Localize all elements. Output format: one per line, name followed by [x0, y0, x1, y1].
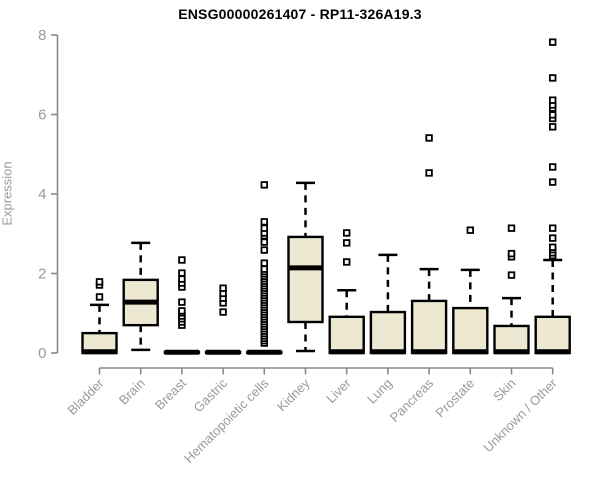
box-rect — [369, 310, 407, 355]
y-tick-label: 4 — [38, 186, 46, 203]
box-prostate — [452, 226, 489, 355]
x-tick-label: Skin — [490, 376, 518, 404]
outlier-point — [425, 169, 433, 177]
outlier-point — [549, 38, 557, 46]
outlier-point — [260, 238, 268, 246]
outlier-point — [549, 96, 557, 104]
y-tick-label: 8 — [38, 27, 46, 44]
outlier-point — [178, 269, 186, 277]
outlier-point — [342, 229, 351, 237]
outlier-point — [178, 275, 186, 283]
box-breast — [163, 256, 201, 355]
box-pancreas — [410, 134, 448, 355]
y-tick-label: 0 — [38, 345, 46, 362]
box-gastric — [204, 284, 242, 355]
outlier-point — [219, 284, 227, 292]
x-tick-label: Kidney — [274, 375, 313, 414]
outlier-point — [466, 226, 474, 234]
box-rect — [410, 299, 448, 355]
box-hematopoietic-cells — [246, 181, 283, 355]
outlier-point — [342, 239, 351, 247]
x-tick-label: Bladder — [64, 375, 107, 418]
box-rect — [534, 315, 571, 355]
outlier-point — [260, 259, 268, 267]
x-tick-label: Breast — [152, 375, 189, 412]
outlier-point — [549, 74, 557, 82]
x-tick-label: Pancreas — [387, 375, 437, 425]
box-rect — [328, 315, 365, 355]
outlier-point — [260, 224, 268, 232]
box-kidney — [287, 181, 324, 353]
outlier-point — [260, 265, 268, 273]
outlier-point — [178, 256, 186, 264]
box-rect — [287, 235, 324, 324]
outlier-point — [549, 234, 557, 242]
outlier-point — [260, 181, 268, 189]
x-tick-label: Lung — [364, 376, 395, 407]
outlier-point — [549, 224, 557, 232]
box-bladder — [81, 278, 118, 355]
outlier-point — [219, 308, 227, 316]
y-tick-label: 6 — [38, 107, 46, 124]
box-rect — [493, 324, 530, 355]
x-tick-label: Brain — [116, 376, 148, 408]
outlier-point — [178, 307, 186, 315]
outlier-point — [507, 249, 516, 258]
outlier-point — [507, 271, 516, 279]
box-lung — [369, 253, 407, 355]
box-skin — [493, 224, 530, 355]
chart-title: ENSG00000261407 - RP11-326A19.3 — [178, 6, 422, 22]
box-rect — [452, 306, 489, 355]
outlier-point — [95, 293, 104, 301]
x-tick-label: Gastric — [191, 375, 231, 415]
outlier-point — [549, 243, 557, 251]
x-tick-label: Prostate — [433, 376, 478, 421]
outlier-point — [260, 246, 268, 254]
outlier-point — [425, 134, 433, 142]
box-unknown-other — [534, 38, 571, 355]
outlier-point — [549, 111, 557, 119]
outlier-point — [260, 218, 268, 226]
outlier-point — [342, 258, 351, 266]
box-brain — [122, 241, 159, 352]
outlier-point — [549, 178, 557, 186]
x-tick-label: Liver — [323, 375, 354, 406]
outlier-point — [507, 224, 516, 232]
outlier-point — [178, 298, 186, 306]
y-tick-label: 2 — [38, 266, 46, 283]
outlier-point — [95, 278, 104, 286]
box-liver — [328, 229, 365, 355]
outlier-point — [549, 123, 557, 131]
x-tick-label: Unknown / Other — [480, 375, 560, 455]
outlier-point — [549, 163, 557, 171]
